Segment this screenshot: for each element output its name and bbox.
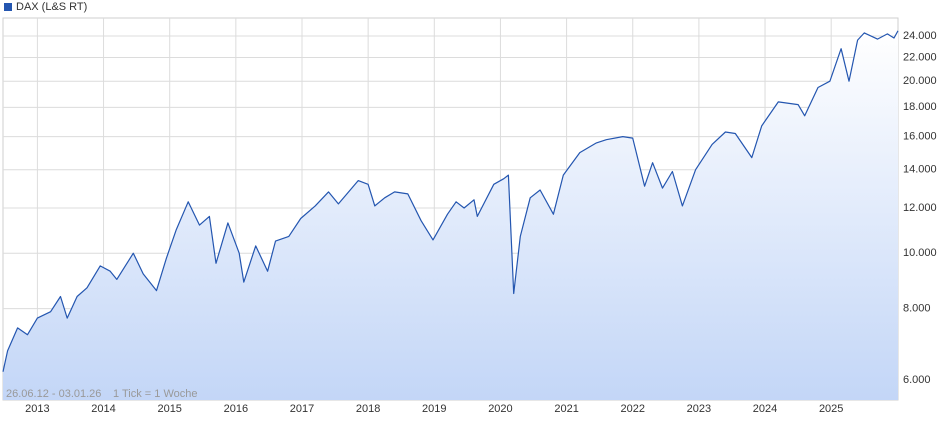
x-tick-label: 2016 <box>224 403 248 415</box>
x-tick-label: 2021 <box>554 403 578 415</box>
tick-note: 1 Tick = 1 Woche <box>113 388 197 400</box>
x-tick-label: 2023 <box>687 403 711 415</box>
y-tick-label: 22.000 <box>903 51 937 63</box>
x-tick-label: 2025 <box>819 403 843 415</box>
x-tick-label: 2014 <box>91 403 115 415</box>
x-tick-label: 2015 <box>157 403 181 415</box>
x-tick-label: 2020 <box>488 403 512 415</box>
y-tick-label: 12.000 <box>903 202 937 214</box>
y-tick-label: 18.000 <box>903 101 937 113</box>
x-tick-label: 2018 <box>356 403 380 415</box>
legend-label: DAX (L&S RT) <box>16 1 87 13</box>
labels: 6.000 8.000 10.000 12.000 14.000 16.000 18.000… <box>25 30 937 415</box>
legend-swatch <box>4 3 12 11</box>
x-tick-label: 2013 <box>25 403 49 415</box>
y-tick-label: 6.000 <box>903 374 931 386</box>
area <box>3 30 898 401</box>
line <box>2 30 899 372</box>
y-tick-label: 16.000 <box>903 130 937 142</box>
y-tick-label: 24.000 <box>903 30 937 42</box>
date-range: 26.06.12 - 03.01.26 <box>6 388 101 400</box>
x-tick-label: 2019 <box>422 403 446 415</box>
y-tick-label: 20.000 <box>903 75 937 87</box>
marks <box>2 30 899 401</box>
x-tick-label: 2022 <box>620 403 644 415</box>
y-tick-label: 10.000 <box>903 247 937 259</box>
y-tick-label: 8.000 <box>903 302 931 314</box>
y-tick-label: 14.000 <box>903 164 937 176</box>
x-tick-label: 2017 <box>290 403 314 415</box>
x-tick-label: 2024 <box>753 403 777 415</box>
